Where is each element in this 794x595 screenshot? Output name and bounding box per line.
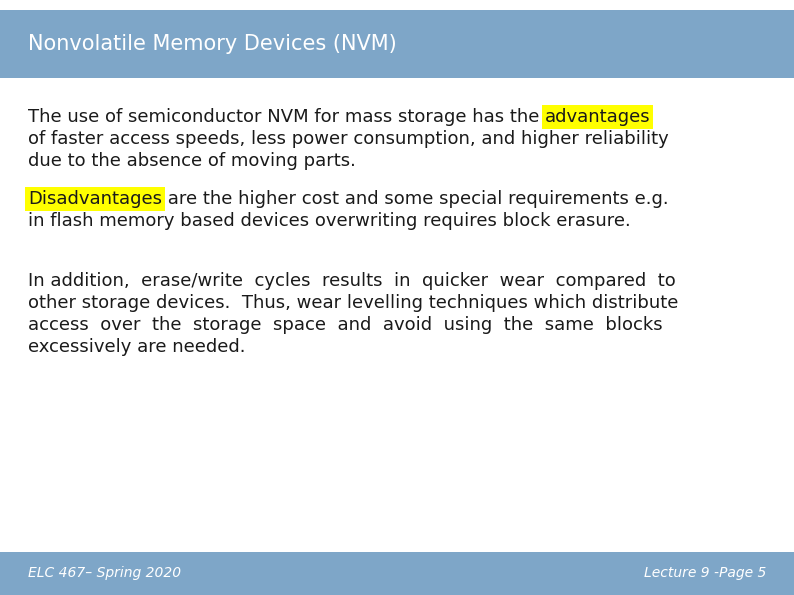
Text: The use of semiconductor NVM for mass storage has the: The use of semiconductor NVM for mass st… xyxy=(28,108,545,126)
Text: ELC 467– Spring 2020: ELC 467– Spring 2020 xyxy=(28,566,181,581)
Text: other storage devices.  Thus, wear levelling techniques which distribute: other storage devices. Thus, wear levell… xyxy=(28,294,678,312)
Text: Disadvantages: Disadvantages xyxy=(28,190,162,208)
Bar xyxy=(0,552,794,595)
Bar xyxy=(0,10,794,78)
Text: access  over  the  storage  space  and  avoid  using  the  same  blocks: access over the storage space and avoid … xyxy=(28,316,663,334)
Text: excessively are needed.: excessively are needed. xyxy=(28,338,245,356)
Text: In addition,  erase/write  cycles  results  in  quicker  wear  compared  to: In addition, erase/write cycles results … xyxy=(28,272,676,290)
Text: are the higher cost and some special requirements e.g.: are the higher cost and some special req… xyxy=(162,190,669,208)
Text: advantages: advantages xyxy=(545,108,651,126)
Text: in flash memory based devices overwriting requires block erasure.: in flash memory based devices overwritin… xyxy=(28,212,630,230)
Text: of faster access speeds, less power consumption, and higher reliability: of faster access speeds, less power cons… xyxy=(28,130,669,148)
Text: due to the absence of moving parts.: due to the absence of moving parts. xyxy=(28,152,356,170)
Text: Lecture 9 -Page 5: Lecture 9 -Page 5 xyxy=(644,566,766,581)
Text: Nonvolatile Memory Devices (NVM): Nonvolatile Memory Devices (NVM) xyxy=(28,34,397,54)
